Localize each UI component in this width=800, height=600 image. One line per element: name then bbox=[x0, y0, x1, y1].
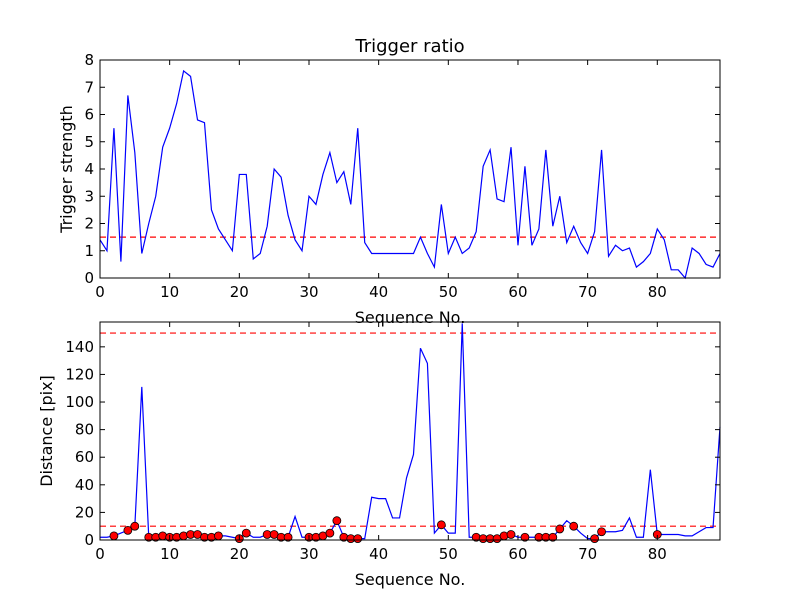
x-tick-label: 20 bbox=[230, 545, 249, 563]
y-tick-label: 140 bbox=[65, 338, 94, 356]
data-point-marker bbox=[506, 530, 516, 539]
data-point-marker bbox=[590, 534, 600, 544]
x-tick-label: 0 bbox=[95, 283, 105, 301]
data-point-marker bbox=[283, 532, 293, 542]
y-axis-label: Trigger strength bbox=[57, 105, 76, 234]
y-tick-label: 40 bbox=[75, 476, 94, 494]
x-tick-label: 50 bbox=[439, 545, 458, 563]
y-tick-label: 4 bbox=[84, 160, 94, 178]
y-axis-label: Distance [pix] bbox=[37, 375, 56, 487]
data-point-marker bbox=[123, 525, 133, 535]
y-tick-label: 7 bbox=[84, 78, 94, 96]
y-tick-label: 1 bbox=[84, 242, 94, 260]
data-point-marker bbox=[214, 531, 223, 541]
x-tick-label: 60 bbox=[508, 283, 527, 301]
y-tick-label: 100 bbox=[65, 393, 94, 411]
x-tick-label: 80 bbox=[648, 283, 667, 301]
data-point-marker bbox=[109, 531, 119, 541]
y-tick-label: 5 bbox=[84, 133, 94, 151]
data-point-marker bbox=[569, 521, 579, 531]
x-tick-label: 60 bbox=[508, 545, 527, 563]
y-tick-label: 0 bbox=[84, 531, 94, 549]
distance-panel: 0 10 20 30 40 50 60 70 80 0 20 40 60 80 100 120 140 Seque… bbox=[37, 321, 721, 589]
y-tick-label: 120 bbox=[65, 365, 94, 383]
data-point-marker bbox=[597, 527, 606, 537]
y-tick-label: 20 bbox=[75, 503, 94, 521]
x-tick-label: 10 bbox=[160, 283, 179, 301]
y-tick-label: 6 bbox=[84, 106, 94, 124]
series-line-0 bbox=[99, 69, 721, 280]
x-axis-label: Sequence No. bbox=[355, 570, 466, 589]
axes-frame bbox=[99, 321, 721, 541]
x-tick-label: 20 bbox=[230, 283, 249, 301]
data-point-marker bbox=[548, 532, 558, 542]
data-point-marker bbox=[130, 521, 140, 531]
data-point-marker bbox=[436, 520, 446, 530]
x-tick-label: 30 bbox=[299, 545, 318, 563]
x-tick-label: 10 bbox=[160, 545, 179, 563]
y-tick-label: 2 bbox=[84, 215, 94, 233]
y-tick-label: 0 bbox=[84, 269, 94, 287]
data-point-marker bbox=[353, 534, 363, 544]
x-tick-label: 0 bbox=[95, 545, 105, 563]
x-tick-label: 50 bbox=[439, 283, 458, 301]
x-tick-label: 40 bbox=[369, 283, 388, 301]
x-tick-label: 70 bbox=[578, 545, 597, 563]
data-point-marker bbox=[332, 516, 342, 526]
data-point-marker bbox=[520, 532, 530, 542]
y-tick-label: 60 bbox=[75, 448, 94, 466]
data-point-marker bbox=[241, 528, 251, 538]
y-tick-label: 3 bbox=[84, 187, 94, 205]
chart-title: Trigger ratio bbox=[354, 36, 464, 57]
x-tick-label: 70 bbox=[578, 283, 597, 301]
x-tick-label: 30 bbox=[299, 283, 318, 301]
data-point-marker bbox=[555, 524, 565, 534]
x-tick-label: 80 bbox=[648, 545, 667, 563]
y-tick-label: 8 bbox=[84, 51, 94, 69]
y-tick-label: 80 bbox=[75, 421, 94, 439]
data-point-marker bbox=[325, 528, 335, 538]
x-tick-label: 40 bbox=[369, 545, 388, 563]
